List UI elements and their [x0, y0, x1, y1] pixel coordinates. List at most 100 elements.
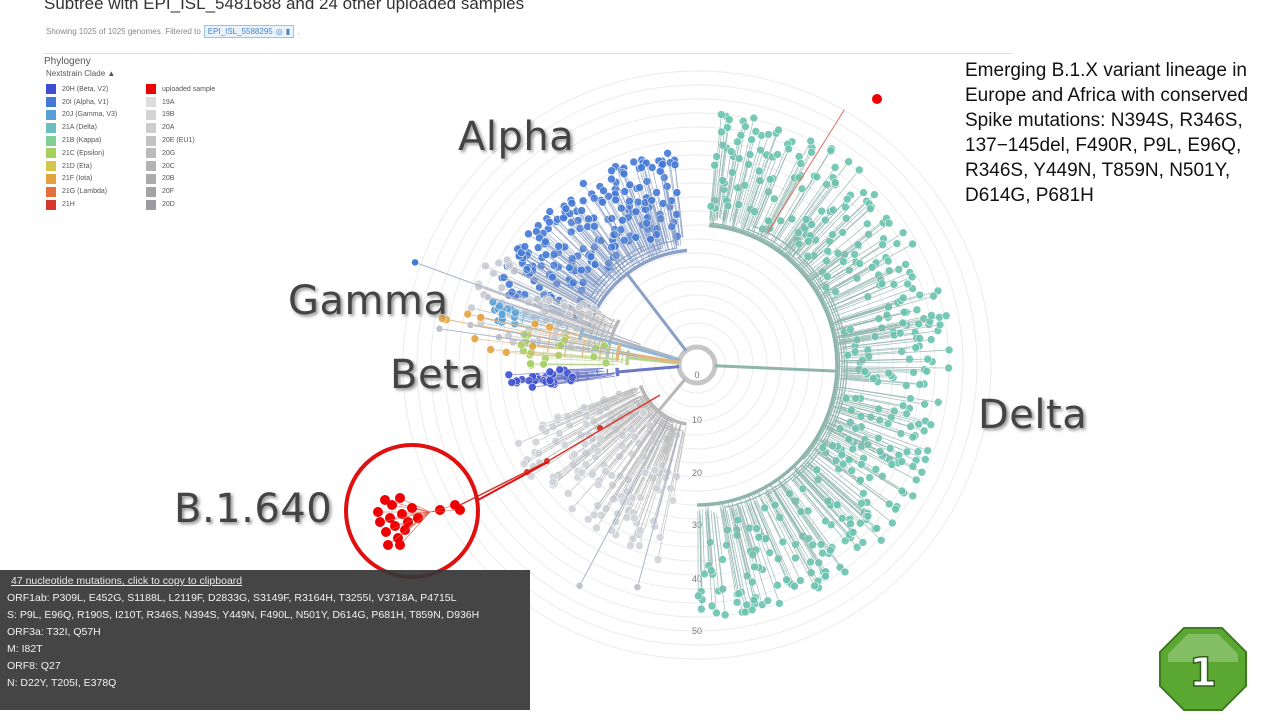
tree-branch	[840, 401, 931, 426]
tree-branch	[788, 210, 822, 252]
tree-tip	[941, 311, 951, 321]
tree-branch	[783, 484, 831, 551]
legend-item[interactable]: 20D	[146, 198, 215, 211]
tree-branch	[639, 428, 676, 531]
tree-branch	[739, 506, 759, 568]
tree-branch	[738, 505, 769, 601]
tree-tip	[723, 123, 732, 132]
tree-branch	[525, 311, 610, 339]
mutations-copy-link[interactable]: 47 nucleotide mutations, click to copy t…	[11, 575, 243, 587]
legend-item[interactable]: 20G	[146, 147, 215, 160]
legend-item[interactable]: 20A	[146, 121, 215, 134]
tree-tip	[926, 420, 936, 430]
tree-tip	[723, 201, 733, 211]
legend-item[interactable]: 21H	[46, 198, 117, 211]
tree-branch	[830, 272, 910, 308]
tree-branch	[811, 223, 868, 271]
filter-chip[interactable]: EPI_ISL_5588295 ◎ ▮	[203, 25, 295, 38]
axis-tick-label: 10	[692, 415, 702, 425]
legend-label: 21H	[62, 201, 75, 209]
tree-tip	[823, 246, 833, 256]
tree-branch	[828, 413, 928, 452]
tree-tip	[796, 507, 806, 516]
tree-tip	[747, 605, 757, 615]
tree-branch	[751, 178, 774, 231]
tree-branch	[541, 257, 595, 295]
tree-branch	[834, 410, 914, 438]
tree-branch	[748, 495, 766, 539]
tree-branch	[558, 354, 626, 361]
label-gamma: Gamma	[288, 278, 449, 324]
tree-tip	[541, 250, 551, 260]
legend-item[interactable]: 20E (EU1)	[146, 134, 215, 147]
tree-tip	[797, 184, 807, 194]
tree-tip	[514, 438, 523, 448]
tree-tip	[840, 536, 850, 546]
tree-branch	[837, 297, 904, 320]
beta-clade-stem	[617, 365, 680, 374]
gamma-clade-stem	[580, 332, 681, 362]
tree-branch	[527, 267, 585, 301]
tree-tip	[628, 493, 637, 503]
tree-tip	[838, 459, 848, 469]
legend-item[interactable]: 20H (Beta, V2)	[46, 83, 117, 96]
tree-tip	[897, 457, 907, 466]
tree-tip	[601, 358, 611, 368]
legend-item[interactable]: 21B (Kappa)	[46, 134, 117, 147]
eye-off-icon[interactable]: ◎	[275, 27, 283, 36]
tree-tip	[697, 604, 706, 614]
legend-item[interactable]: 21F (Iota)	[46, 173, 117, 186]
legend-label: 21G (Lambda)	[62, 188, 108, 196]
tree-branch	[841, 349, 950, 357]
color-by-selector[interactable]: Nextstrain Clade ▲	[46, 69, 115, 78]
outlier-tip	[411, 258, 419, 267]
outlier-tip	[435, 325, 444, 333]
tree-tip	[896, 429, 906, 438]
legend-item[interactable]: 20I (Alpha, V1)	[46, 96, 117, 109]
tree-tip	[590, 260, 600, 269]
tree-branch	[753, 148, 789, 233]
tree-tip	[726, 147, 736, 156]
legend-item[interactable]: 20J (Gamma, V3)	[46, 109, 117, 122]
tree-branch	[840, 358, 928, 362]
tree-tip	[870, 190, 879, 199]
tree-tip	[589, 510, 599, 520]
b1640-tip	[390, 521, 400, 531]
legend-item[interactable]: uploaded sample	[146, 83, 215, 96]
legend-item[interactable]: 21C (Epsilon)	[46, 147, 117, 160]
tree-tip	[537, 423, 547, 433]
tree-tip	[897, 347, 907, 356]
legend-item[interactable]: 20F	[146, 185, 215, 198]
tree-tip	[756, 145, 765, 155]
outlier-branch	[579, 417, 670, 586]
tree-tip	[841, 394, 851, 403]
tree-tip	[906, 394, 915, 403]
iota-clade-branch-arc	[599, 339, 604, 360]
tree-branch	[832, 417, 919, 453]
mutation-line: N: D22Y, T205I, E378Q	[7, 677, 117, 689]
tree-branch	[776, 489, 813, 546]
legend-item[interactable]: 20C	[146, 160, 215, 173]
legend-item[interactable]: 19A	[146, 96, 215, 109]
tree-tip	[885, 444, 895, 453]
tree-tip	[857, 460, 866, 469]
tree-tip	[637, 163, 646, 172]
tree-tip	[533, 243, 543, 252]
trash-icon[interactable]: ▮	[285, 27, 291, 36]
tree-tip	[534, 448, 544, 458]
grid-ring	[654, 322, 740, 408]
legend-item[interactable]: 21A (Delta)	[46, 121, 117, 134]
legend-item[interactable]: 19B	[146, 109, 215, 122]
tree-branch	[661, 165, 677, 245]
tree-branch	[559, 367, 605, 371]
legend-label: 20D	[162, 201, 175, 209]
tree-tip	[935, 320, 945, 330]
tree-branch	[784, 177, 834, 245]
legend-item[interactable]: 20B	[146, 173, 215, 186]
tree-branch	[801, 470, 851, 520]
tree-branch	[564, 305, 604, 324]
tree-branch	[838, 311, 905, 330]
tree-tip	[902, 409, 911, 419]
legend-item[interactable]: 21G (Lambda)	[46, 185, 117, 198]
legend-item[interactable]: 21D (Eta)	[46, 160, 117, 173]
